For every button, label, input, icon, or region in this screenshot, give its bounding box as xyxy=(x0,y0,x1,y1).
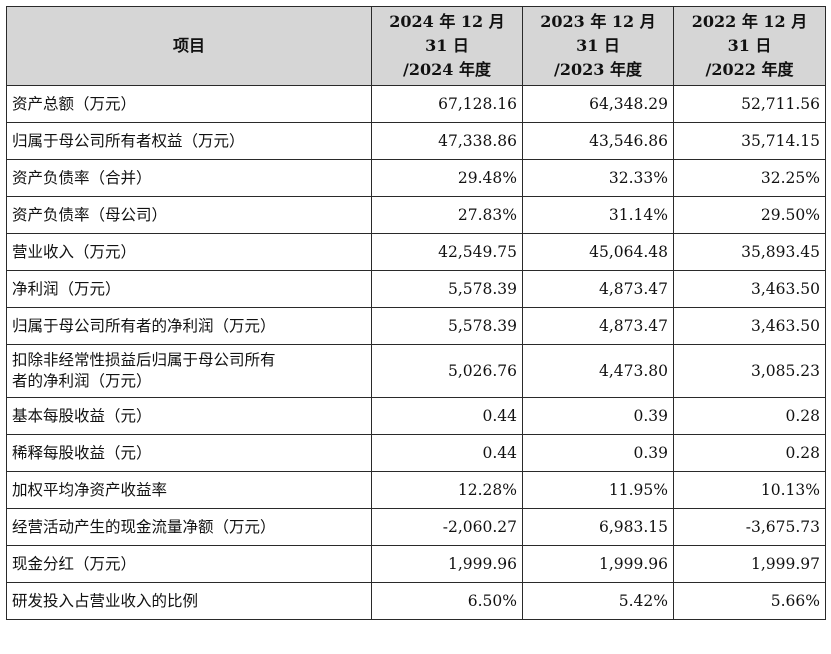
row-label-line2: 者的净利润（万元） xyxy=(12,372,152,390)
table-row: 营业收入（万元） 42,549.75 45,064.48 35,893.45 xyxy=(6,233,826,271)
header-2023-line1: 2023 年 12 月 xyxy=(540,12,656,31)
value-2023: 4,473.80 xyxy=(522,344,674,398)
table-row: 归属于母公司所有者的净利润（万元） 5,578.39 4,873.47 3,46… xyxy=(6,307,826,345)
table-row: 资产负债率（合并） 29.48% 32.33% 32.25% xyxy=(6,159,826,197)
row-label: 归属于母公司所有者权益（万元） xyxy=(6,122,372,160)
value-2024: 1,999.96 xyxy=(371,545,523,583)
header-2023-line3: /2023 年度 xyxy=(554,60,642,79)
value-2024: 42,549.75 xyxy=(371,233,523,271)
value-2022: 5.66% xyxy=(673,582,826,620)
row-label: 现金分红（万元） xyxy=(6,545,372,583)
table-row: 加权平均净资产收益率 12.28% 11.95% 10.13% xyxy=(6,471,826,509)
row-label: 营业收入（万元） xyxy=(6,233,372,271)
row-label-line1: 扣除非经常性损益后归属于母公司所有 xyxy=(12,351,276,369)
value-2023: 5.42% xyxy=(522,582,674,620)
value-2023: 0.39 xyxy=(522,434,674,472)
value-2024: 5,026.76 xyxy=(371,344,523,398)
table-row: 研发投入占营业收入的比例 6.50% 5.42% 5.66% xyxy=(6,582,826,620)
financial-table: 项目 2024 年 12 月 31 日 /2024 年度 2023 年 12 月… xyxy=(6,6,826,620)
header-2022-line1: 2022 年 12 月 xyxy=(691,12,808,31)
value-2022: 3,463.50 xyxy=(673,270,826,308)
value-2022: 3,085.23 xyxy=(673,344,826,398)
value-2022: 52,711.56 xyxy=(673,85,826,123)
value-2023: 4,873.47 xyxy=(522,307,674,345)
row-label: 经营活动产生的现金流量净额（万元） xyxy=(6,508,372,546)
value-2024: 6.50% xyxy=(371,582,523,620)
value-2022: 10.13% xyxy=(673,471,826,509)
table-row: 稀释每股收益（元） 0.44 0.39 0.28 xyxy=(6,434,826,472)
value-2022: 0.28 xyxy=(673,397,826,435)
table-row: 资产总额（万元） 67,128.16 64,348.29 52,711.56 xyxy=(6,85,826,123)
header-2023: 2023 年 12 月 31 日 /2023 年度 xyxy=(522,6,674,86)
table-row: 经营活动产生的现金流量净额（万元） -2,060.27 6,983.15 -3,… xyxy=(6,508,826,546)
header-2022-line2: 31 日 xyxy=(727,36,772,55)
value-2024: 67,128.16 xyxy=(371,85,523,123)
row-label: 归属于母公司所有者的净利润（万元） xyxy=(6,307,372,345)
header-2024-line1: 2024 年 12 月 xyxy=(389,12,505,31)
value-2022: 35,893.45 xyxy=(673,233,826,271)
row-label: 资产负债率（母公司） xyxy=(6,196,372,234)
value-2024: 29.48% xyxy=(371,159,523,197)
table-row: 现金分红（万元） 1,999.96 1,999.96 1,999.97 xyxy=(6,545,826,583)
value-2024: 0.44 xyxy=(371,397,523,435)
value-2023: 0.39 xyxy=(522,397,674,435)
row-label: 资产总额（万元） xyxy=(6,85,372,123)
header-2024-line2: 31 日 xyxy=(425,36,469,55)
row-label: 基本每股收益（元） xyxy=(6,397,372,435)
value-2024: -2,060.27 xyxy=(371,508,523,546)
row-label: 扣除非经常性损益后归属于母公司所有 者的净利润（万元） xyxy=(6,344,372,398)
header-2024: 2024 年 12 月 31 日 /2024 年度 xyxy=(371,6,523,86)
row-label: 加权平均净资产收益率 xyxy=(6,471,372,509)
value-2023: 32.33% xyxy=(522,159,674,197)
table-row: 资产负债率（母公司） 27.83% 31.14% 29.50% xyxy=(6,196,826,234)
financial-summary: 项目 2024 年 12 月 31 日 /2024 年度 2023 年 12 月… xyxy=(6,6,826,620)
row-label: 资产负债率（合并） xyxy=(6,159,372,197)
value-2022: 29.50% xyxy=(673,196,826,234)
value-2022: 0.28 xyxy=(673,434,826,472)
header-2024-line3: /2024 年度 xyxy=(403,60,491,79)
value-2024: 5,578.39 xyxy=(371,307,523,345)
value-2023: 11.95% xyxy=(522,471,674,509)
value-2022: -3,675.73 xyxy=(673,508,826,546)
row-label: 研发投入占营业收入的比例 xyxy=(6,582,372,620)
value-2022: 3,463.50 xyxy=(673,307,826,345)
header-item: 项目 xyxy=(6,6,372,86)
value-2024: 5,578.39 xyxy=(371,270,523,308)
value-2022: 32.25% xyxy=(673,159,826,197)
value-2024: 47,338.86 xyxy=(371,122,523,160)
value-2023: 31.14% xyxy=(522,196,674,234)
value-2023: 1,999.96 xyxy=(522,545,674,583)
value-2023: 43,546.86 xyxy=(522,122,674,160)
value-2023: 6,983.15 xyxy=(522,508,674,546)
value-2023: 45,064.48 xyxy=(522,233,674,271)
value-2024: 12.28% xyxy=(371,471,523,509)
value-2023: 64,348.29 xyxy=(522,85,674,123)
value-2022: 35,714.15 xyxy=(673,122,826,160)
value-2024: 27.83% xyxy=(371,196,523,234)
table-row: 净利润（万元） 5,578.39 4,873.47 3,463.50 xyxy=(6,270,826,308)
value-2022: 1,999.97 xyxy=(673,545,826,583)
value-2023: 4,873.47 xyxy=(522,270,674,308)
table-row: 基本每股收益（元） 0.44 0.39 0.28 xyxy=(6,397,826,435)
value-2024: 0.44 xyxy=(371,434,523,472)
header-2023-line2: 31 日 xyxy=(576,36,620,55)
table-row: 归属于母公司所有者权益（万元） 47,338.86 43,546.86 35,7… xyxy=(6,122,826,160)
header-row: 项目 2024 年 12 月 31 日 /2024 年度 2023 年 12 月… xyxy=(6,6,826,86)
row-label: 净利润（万元） xyxy=(6,270,372,308)
row-label: 稀释每股收益（元） xyxy=(6,434,372,472)
header-2022-line3: /2022 年度 xyxy=(705,60,794,79)
header-2022: 2022 年 12 月 31 日 /2022 年度 xyxy=(673,6,826,86)
table-row: 扣除非经常性损益后归属于母公司所有 者的净利润（万元） 5,026.76 4,4… xyxy=(6,344,826,398)
